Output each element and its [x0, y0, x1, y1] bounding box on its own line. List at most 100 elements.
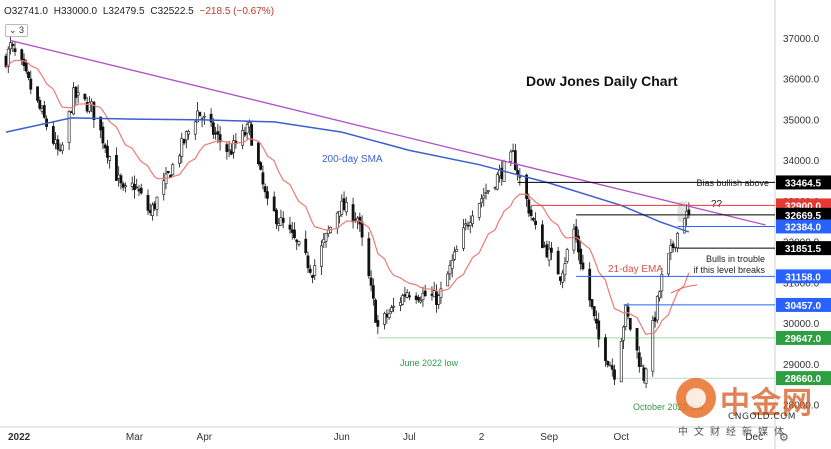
candle-body [435, 291, 438, 305]
candle-body [227, 148, 231, 151]
annotation-text: 200-day SMA [322, 154, 383, 165]
candle-body [513, 150, 517, 171]
candle-body [446, 273, 450, 287]
candle-body [279, 217, 283, 226]
candle-body [604, 337, 607, 361]
candle-body [392, 305, 396, 308]
downtrend-line [10, 39, 766, 226]
candle-body [72, 87, 76, 115]
settings-gear-icon[interactable]: ⚙ [779, 431, 789, 444]
candle-body [642, 367, 646, 381]
candle-body [27, 71, 30, 78]
candle-body [151, 204, 154, 217]
candle-body [108, 156, 112, 161]
x-tick-label: Dec [745, 432, 763, 443]
indicator-toggle[interactable]: ⌄ 3 [5, 24, 29, 37]
ohlc-low: L32479.5 [102, 6, 145, 17]
y-tick-label: 28000.0 [783, 401, 820, 412]
candle-body [561, 272, 565, 283]
candle-body [193, 121, 197, 135]
candle-body [403, 294, 407, 297]
current-bar-highlight [677, 201, 687, 222]
candle-body [547, 248, 551, 261]
candle-body [360, 221, 364, 238]
candle-body [324, 233, 328, 242]
candle-body [187, 131, 190, 135]
candle-body [565, 249, 569, 262]
candle-body [369, 277, 373, 286]
watermark-brand-en: CNGOLD.COM [728, 412, 797, 422]
level-tag-label: 28660.0 [785, 374, 822, 385]
candle-body [60, 144, 64, 152]
candle-body [477, 203, 481, 218]
candle-body [637, 352, 641, 367]
candle-body [335, 212, 339, 229]
candle-body [606, 360, 610, 366]
candle-body [306, 255, 310, 269]
candle-body [87, 102, 91, 112]
candle-body [130, 182, 134, 187]
candle-body [383, 313, 387, 325]
candle-body [653, 317, 657, 322]
candle-body [137, 189, 141, 192]
x-tick-label: Jul [403, 432, 416, 443]
chart-title: Dow Jones Daily Chart [526, 73, 678, 89]
candle-body [304, 238, 308, 254]
candle-body [259, 162, 263, 170]
level-tag-bg [776, 269, 831, 284]
candle-body [613, 369, 616, 380]
candle-body [577, 235, 580, 253]
x-tick-label: 2 [479, 432, 485, 443]
level-tag-label: 32384.0 [785, 222, 822, 233]
candle-body [398, 301, 402, 306]
candle-body [480, 198, 483, 203]
candle-body [58, 149, 62, 151]
candle-body [320, 245, 323, 267]
candle-body [232, 140, 236, 153]
level-tag-bg [776, 207, 831, 222]
candle-body [322, 238, 326, 244]
candle-body [293, 229, 296, 239]
candle-body [180, 138, 184, 157]
candle-body [556, 250, 560, 275]
ohlc-high: H33000.0 [53, 6, 98, 17]
candle-body [313, 265, 317, 276]
candle-body [624, 305, 628, 327]
candle-body [676, 232, 679, 249]
candle-body [574, 226, 578, 240]
candle-body [216, 131, 220, 135]
candle-body [311, 275, 314, 278]
level-tag-label: 31851.5 [785, 244, 822, 255]
candle-body [376, 320, 380, 327]
candle-body [588, 268, 592, 301]
candle-body [626, 306, 630, 317]
candle-body [540, 224, 544, 249]
candle-body [182, 138, 186, 144]
candle-body [146, 194, 150, 211]
candle-body [243, 132, 247, 136]
x-tick-label: Mar [126, 432, 144, 443]
candle-body [608, 364, 612, 367]
candles [4, 36, 691, 389]
x-tick-label: Apr [197, 432, 213, 443]
y-tick-label: 34000.0 [783, 156, 820, 167]
candle-body [486, 190, 490, 192]
candle-body [277, 223, 281, 226]
candle-body [534, 220, 538, 225]
candle-body [6, 48, 10, 67]
candle-body [351, 204, 355, 223]
candle-body [423, 290, 427, 297]
candle-body [153, 203, 157, 210]
candle-body [592, 306, 596, 317]
candle-body [430, 293, 434, 296]
candle-body [124, 185, 127, 188]
candle-body [529, 209, 533, 217]
candle-body [658, 291, 661, 299]
candle-body [74, 86, 78, 98]
candle-body [56, 139, 60, 150]
candle-body [121, 183, 125, 188]
candle-body [76, 92, 80, 96]
candle-body [419, 300, 423, 303]
cngold-logo-icon [676, 378, 716, 418]
candle-body [38, 100, 42, 109]
